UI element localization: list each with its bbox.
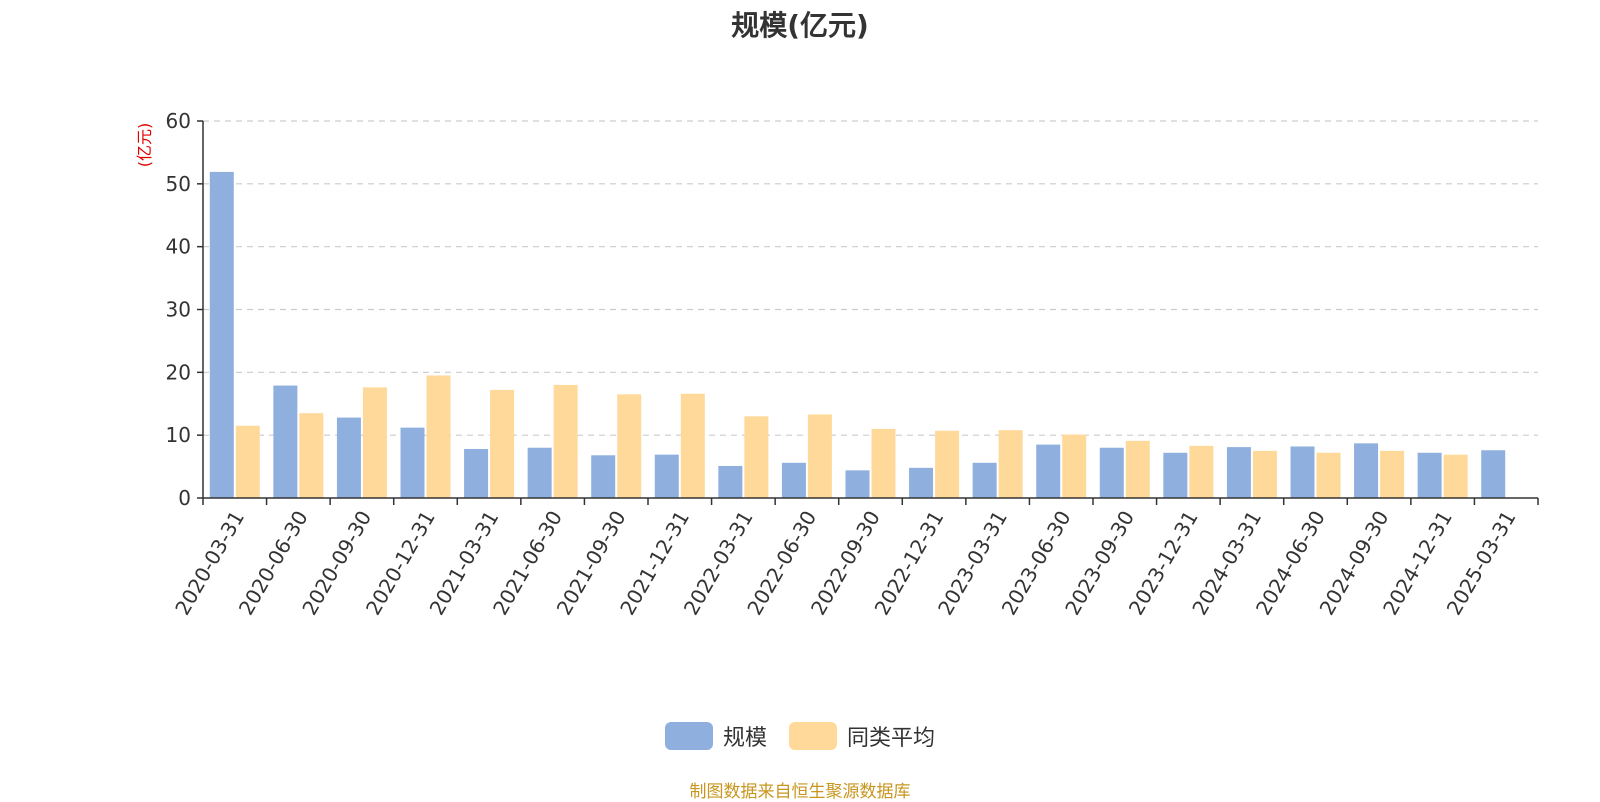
legend-swatch-peer-average [789,722,837,750]
bar-peer-average[interactable] [235,425,260,498]
bar-scale[interactable] [273,385,298,498]
legend-label-scale: 规模 [722,726,767,751]
bar-peer-average[interactable] [490,389,515,498]
bar-chart: 01020304050602020-03-312020-06-302020-09… [135,109,1539,619]
legend-label-peer-average: 同类平均 [847,726,936,751]
bar-scale[interactable] [1417,452,1442,498]
y-tick-label: 60 [166,109,191,133]
bar-scale[interactable] [591,455,616,498]
bar-scale[interactable] [654,454,679,498]
bar-scale[interactable] [527,447,552,498]
grid-lines [203,120,1538,436]
legend-swatch-scale [664,722,713,750]
bar-peer-average[interactable] [617,394,642,498]
bars [209,171,1506,498]
bar-peer-average[interactable] [1125,440,1150,498]
bar-scale[interactable] [1354,443,1379,498]
bar-peer-average[interactable] [553,384,578,498]
bar-peer-average[interactable] [426,375,451,498]
y-tick-label: 20 [166,360,191,384]
bar-scale[interactable] [336,417,361,498]
bar-scale[interactable] [464,448,489,498]
bar-scale[interactable] [1290,446,1315,498]
y-axis-unit-label: (亿元) [135,123,154,168]
bar-scale[interactable] [1099,447,1124,498]
legend-item-scale[interactable]: 规模 [664,720,767,752]
bar-scale[interactable] [845,470,870,498]
y-tick-label: 0 [178,486,191,510]
bar-peer-average[interactable] [744,416,769,498]
bar-peer-average[interactable] [935,430,960,498]
bar-scale[interactable] [1481,450,1506,498]
bar-scale[interactable] [400,427,425,498]
legend: 规模 同类平均 [0,720,1600,752]
bar-peer-average[interactable] [1380,450,1405,498]
bar-peer-average[interactable] [1252,450,1277,498]
y-tick-label: 40 [166,235,191,259]
bar-scale[interactable] [972,462,997,498]
legend-item-peer-average[interactable]: 同类平均 [789,720,935,752]
bar-peer-average[interactable] [1062,434,1087,498]
axes: 01020304050602020-03-312020-06-302020-09… [166,109,1539,619]
bar-scale[interactable] [781,462,806,498]
bar-scale[interactable] [718,465,743,498]
bar-peer-average[interactable] [807,414,832,498]
chart-title: 规模(亿元) [731,9,869,42]
bar-peer-average[interactable] [998,430,1023,498]
y-tick-label: 50 [166,172,191,196]
y-tick-label: 30 [166,298,191,322]
bar-scale[interactable] [1163,452,1188,498]
bar-scale[interactable] [1036,444,1061,498]
bar-peer-average[interactable] [362,387,387,498]
bar-scale[interactable] [209,171,234,498]
bar-peer-average[interactable] [1189,445,1214,498]
data-source-note: 制图数据来自恒生聚源数据库 [689,782,911,802]
bar-peer-average[interactable] [1443,454,1468,498]
bar-peer-average[interactable] [299,413,324,498]
bar-peer-average[interactable] [1316,452,1341,498]
bar-scale[interactable] [1226,447,1251,498]
bar-scale[interactable] [909,467,934,498]
bar-peer-average[interactable] [871,428,896,498]
bar-peer-average[interactable] [680,393,705,498]
y-tick-label: 10 [166,423,191,447]
